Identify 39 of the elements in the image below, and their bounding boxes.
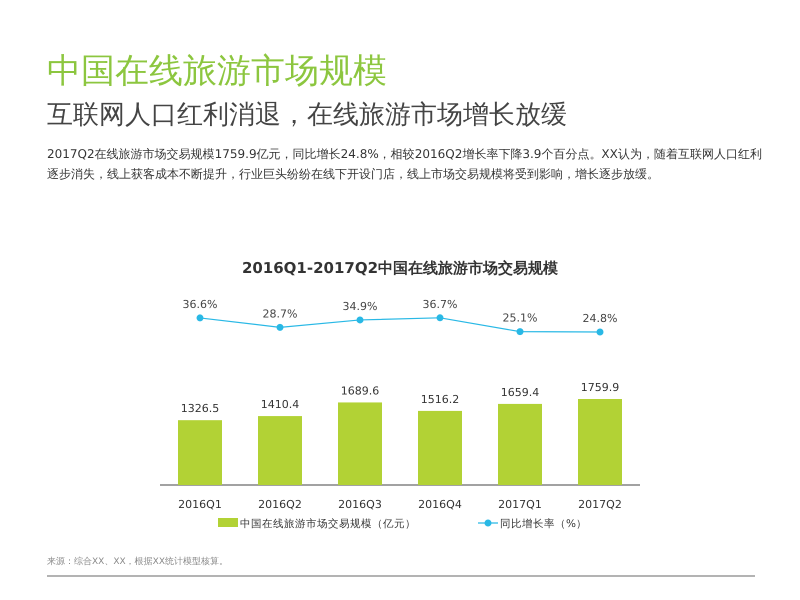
legend-label: 中国在线旅游市场交易规模（亿元） bbox=[240, 517, 416, 530]
annotation: 来源：综合XX、XX，根据XX统计模型核算。 bbox=[47, 556, 228, 568]
data-label: 1410.4 bbox=[260, 398, 300, 412]
data-label: 1689.6 bbox=[340, 384, 380, 398]
data-label: 34.9% bbox=[342, 300, 378, 313]
legend: 中国在线旅游市场交易规模（亿元） bbox=[218, 518, 416, 530]
x-tick-label: 2017Q1 bbox=[498, 498, 542, 511]
point bbox=[196, 314, 204, 322]
bar bbox=[338, 402, 382, 485]
x-tick-label: 2016Q4 bbox=[418, 498, 462, 511]
bar bbox=[578, 399, 622, 485]
bar bbox=[418, 410, 462, 485]
data-label: 25.1% bbox=[502, 312, 538, 325]
x-tick-label: 2017Q2 bbox=[578, 498, 622, 511]
legend-label: 同比增长率（%） bbox=[500, 517, 587, 530]
data-label: 36.6% bbox=[182, 298, 218, 311]
annotation: 2017Q2在线旅游市场交易规模1759.9亿元，同比增长24.8%，相较2016Q2增长率下降3.9个百分点。XX认为，随着互联网人口红利逐步消失，线上获客成本不断提升，行业巨头纷纷在线下开设门店，线上市场交易规模将受到影响，增长逐步放缓。 bbox=[47, 146, 762, 183]
legend: 同比增长率（%） bbox=[478, 518, 587, 530]
title: 2016Q1-2017Q2中国在线旅游市场交易规模 bbox=[242, 259, 558, 277]
annotation: 中国在线旅游市场规模 bbox=[47, 50, 387, 93]
point bbox=[276, 324, 284, 331]
data-label: 1759.9 bbox=[580, 381, 620, 394]
data-label: 1659.4 bbox=[500, 386, 540, 399]
bar bbox=[258, 416, 302, 485]
x-tick-label: 2016Q2 bbox=[258, 498, 302, 511]
point bbox=[436, 314, 444, 322]
data-label: 28.7% bbox=[262, 307, 298, 320]
bar bbox=[498, 404, 542, 485]
point bbox=[596, 328, 604, 336]
data-label: 1516.2 bbox=[420, 392, 460, 406]
data-label: 24.8% bbox=[582, 312, 618, 325]
bar bbox=[178, 420, 222, 485]
point bbox=[516, 328, 524, 336]
annotation: 互联网人口红利消退，在线旅游市场增长放缓 bbox=[47, 99, 567, 132]
x-tick-label: 2016Q1 bbox=[178, 498, 222, 511]
data-label: 1326.5 bbox=[180, 402, 220, 416]
x-tick-label: 2016Q3 bbox=[338, 498, 382, 511]
point bbox=[356, 316, 364, 324]
data-label: 36.7% bbox=[422, 298, 458, 311]
